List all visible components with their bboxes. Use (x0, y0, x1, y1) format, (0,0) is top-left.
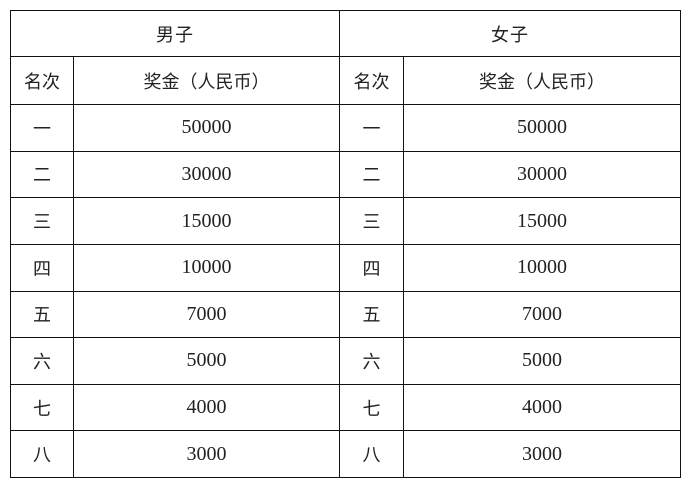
men-rank-6: 六 (10, 337, 74, 385)
group-header-row: 男子 女子 (10, 10, 681, 57)
women-prize-4: 10000 (403, 243, 681, 292)
table-row: 八 3000 八 3000 (10, 430, 681, 478)
men-rank-1: 一 (10, 104, 74, 152)
men-prize-7: 4000 (73, 383, 340, 432)
women-rank-4: 四 (339, 243, 404, 292)
women-rank-7: 七 (339, 383, 404, 432)
men-prize-1: 50000 (73, 104, 340, 152)
men-prize-2: 30000 (73, 150, 340, 199)
prize-table: 男子 女子 名次 奖金（人民币） 名次 奖金（人民币） 一 50000 一 50… (10, 10, 681, 478)
women-rank-5: 五 (339, 290, 404, 339)
men-prize-8: 3000 (73, 430, 340, 478)
men-group-header: 男子 (10, 10, 340, 57)
women-prize-7: 4000 (403, 383, 681, 432)
table-row: 三 15000 三 15000 (10, 197, 681, 245)
women-rank-2: 二 (339, 150, 404, 199)
women-rank-6: 六 (339, 337, 404, 385)
women-rank-1: 一 (339, 104, 404, 152)
men-rank-8: 八 (10, 430, 74, 478)
men-prize-header: 奖金（人民币） (73, 56, 340, 105)
men-rank-header: 名次 (10, 56, 74, 105)
men-rank-4: 四 (10, 243, 74, 292)
women-group-header: 女子 (339, 10, 681, 57)
men-prize-3: 15000 (73, 197, 340, 245)
table-row: 七 4000 七 4000 (10, 383, 681, 432)
women-prize-8: 3000 (403, 430, 681, 478)
men-rank-7: 七 (10, 383, 74, 432)
women-prize-6: 5000 (403, 337, 681, 385)
table-row: 二 30000 二 30000 (10, 150, 681, 199)
men-prize-5: 7000 (73, 290, 340, 339)
men-prize-4: 10000 (73, 243, 340, 292)
women-prize-3: 15000 (403, 197, 681, 245)
women-rank-8: 八 (339, 430, 404, 478)
men-rank-2: 二 (10, 150, 74, 199)
men-prize-6: 5000 (73, 337, 340, 385)
table-row: 六 5000 六 5000 (10, 337, 681, 385)
table-row: 四 10000 四 10000 (10, 243, 681, 292)
table-row: 一 50000 一 50000 (10, 104, 681, 152)
table-row: 五 7000 五 7000 (10, 290, 681, 339)
women-rank-header: 名次 (339, 56, 404, 105)
men-rank-3: 三 (10, 197, 74, 245)
column-header-row: 名次 奖金（人民币） 名次 奖金（人民币） (10, 56, 681, 105)
women-prize-1: 50000 (403, 104, 681, 152)
men-rank-5: 五 (10, 290, 74, 339)
women-prize-2: 30000 (403, 150, 681, 199)
women-rank-3: 三 (339, 197, 404, 245)
women-prize-header: 奖金（人民币） (403, 56, 681, 105)
women-prize-5: 7000 (403, 290, 681, 339)
